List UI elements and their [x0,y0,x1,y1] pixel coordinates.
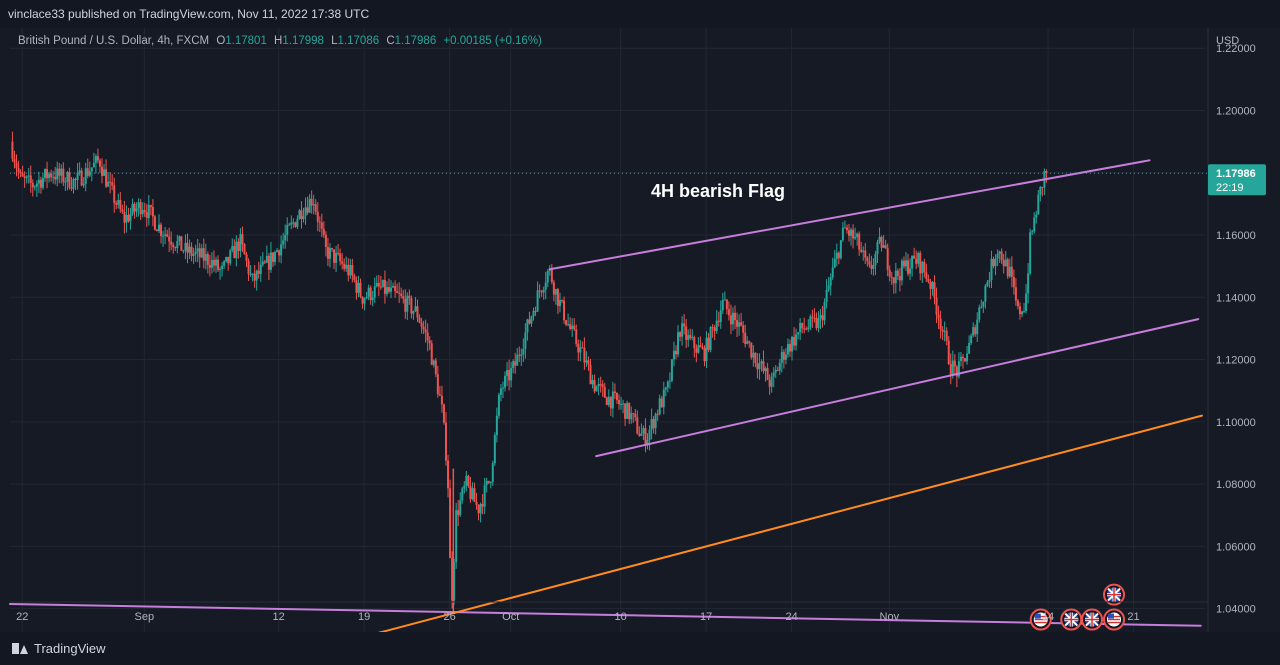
open-value: 1.17801 [225,35,267,47]
open-label: O [216,35,226,47]
low-label: L [331,35,338,47]
high-value: 1.17998 [282,35,324,47]
footer-bar: TradingView [0,632,1280,665]
change-value: +0.00185 (+0.16%) [443,35,542,47]
low-value: 1.17086 [337,35,380,47]
tradingview-brand[interactable]: TradingView [12,641,106,656]
close-label: C [386,35,395,47]
published-info: vinclace33 published on TradingView.com,… [8,7,370,21]
close-value: 1.17986 [394,35,437,47]
symbol-legend: British Pound / U.S. Dollar, 4h, FXCM O1… [18,35,542,47]
publisher-bar: vinclace33 published on TradingView.com,… [0,0,1280,28]
tradingview-logo-icon [12,643,28,654]
brand-label: TradingView [34,641,106,656]
symbol-title: British Pound / U.S. Dollar, 4h, FXCM [18,35,210,47]
chart-area[interactable] [0,28,1280,632]
